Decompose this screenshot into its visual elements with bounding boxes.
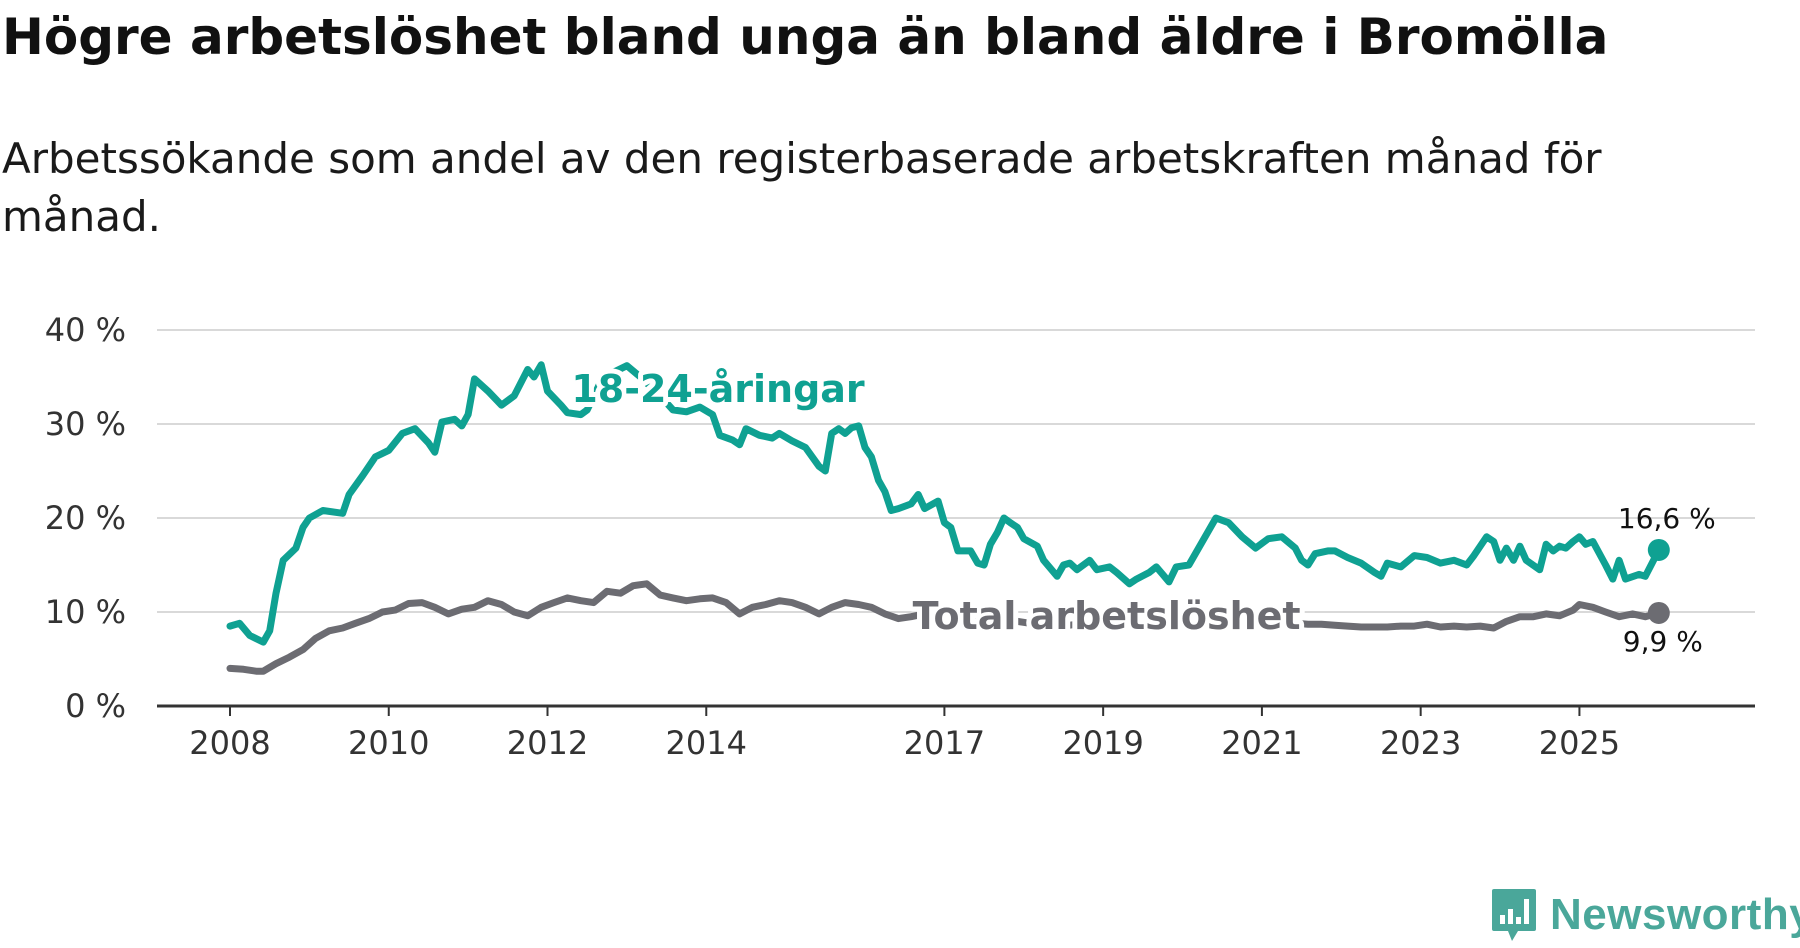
x-tick-label: 2025 <box>1539 724 1620 762</box>
series-label-total: Total arbetslöshet <box>913 594 1301 638</box>
y-tick-label: 30 % <box>45 405 126 443</box>
y-tick-label: 20 % <box>45 499 126 537</box>
end-label-youth: 16,6 % <box>1618 502 1716 535</box>
series-labels: 16,6 % 9,9 % 18-24-åringar Total arbetslösh… <box>566 362 1716 658</box>
x-tick-label: 2021 <box>1221 724 1302 762</box>
y-axis-ticks: 0 % 10 % 20 % 30 % 40 % <box>45 311 126 725</box>
x-tick-label: 2014 <box>666 724 747 762</box>
chart-subtitle: Arbetssökande som andel av den registerb… <box>2 134 1602 241</box>
series-lines <box>226 361 1670 675</box>
series-line-youth <box>226 361 1663 646</box>
x-tick-label: 2008 <box>189 724 270 762</box>
series-label-youth: 18-24-åringar <box>571 367 865 411</box>
end-point-youth <box>1647 538 1670 561</box>
x-tick-label: 2019 <box>1062 724 1143 762</box>
x-tick-label: 2010 <box>348 724 429 762</box>
y-tick-label: 10 % <box>45 593 126 631</box>
bar-chart-speech-bubble-icon <box>1492 889 1536 941</box>
end-point-total <box>1647 601 1670 624</box>
y-tick-label: 0 % <box>65 687 126 725</box>
chart-title: Högre arbetslöshet bland unga än bland ä… <box>2 8 1609 66</box>
y-tick-label: 40 % <box>45 311 126 349</box>
brand-name: Newsworthy <box>1550 890 1800 939</box>
x-axis-ticks: 2008 2010 2012 2014 2017 2019 2021 2023 2025 <box>189 706 1620 762</box>
end-label-total: 9,9 % <box>1623 625 1703 658</box>
x-tick-label: 2023 <box>1380 724 1461 762</box>
x-tick-label: 2012 <box>507 724 588 762</box>
newsworthy-logo: Newsworthy <box>1490 884 1800 946</box>
x-tick-label: 2017 <box>904 724 985 762</box>
gridlines <box>157 329 1755 613</box>
series-line-total <box>226 580 1663 675</box>
